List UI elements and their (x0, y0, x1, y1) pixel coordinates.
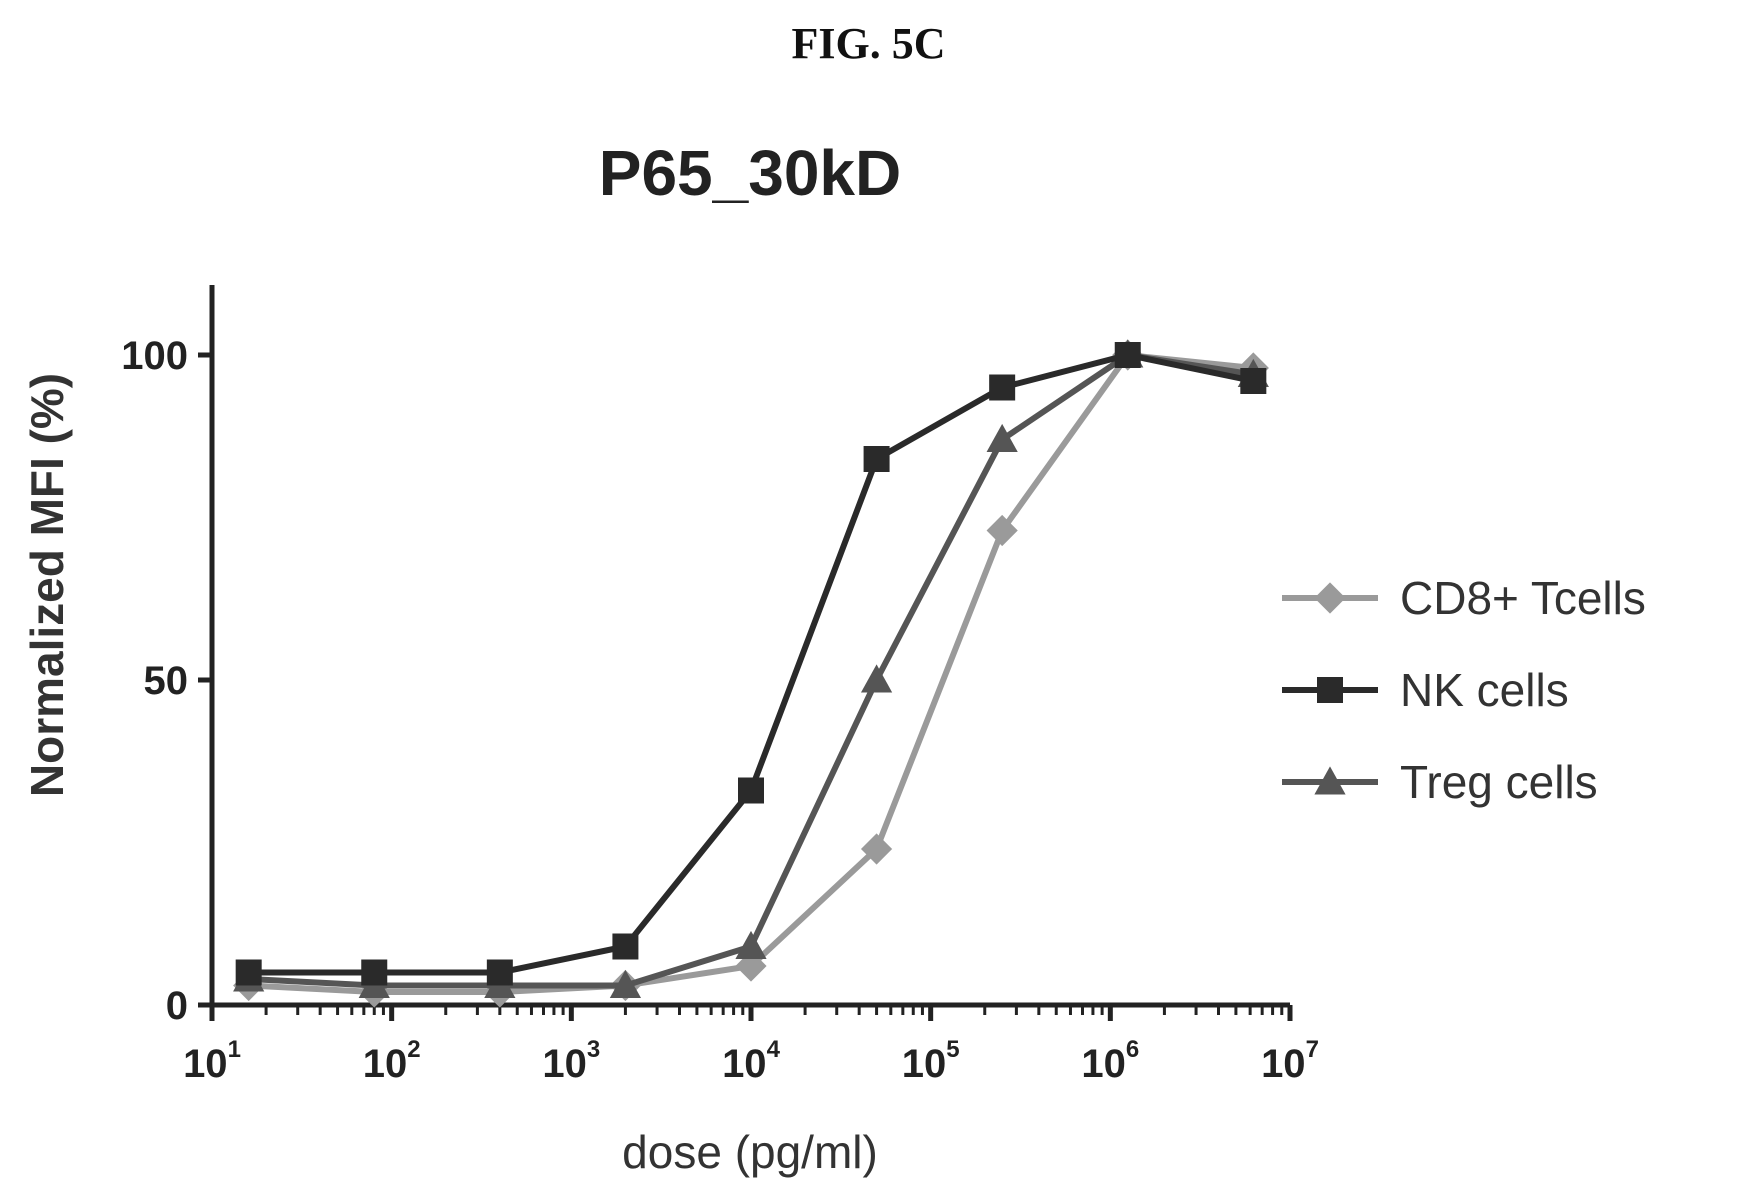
legend-entry: NK cells (1400, 664, 1569, 716)
data-point (863, 446, 890, 472)
x-tick-label: 103 (542, 1036, 600, 1086)
axes: 0 50 100 101 102 103 104 105 106 107 (121, 285, 1319, 1086)
x-tick-label: 101 (183, 1036, 241, 1086)
data-point (860, 664, 893, 693)
data-point (738, 777, 764, 804)
figure-label: FIG. 5C (791, 19, 946, 68)
data-point (361, 959, 388, 986)
series-line (248, 351, 1254, 976)
data-point (609, 969, 642, 998)
legend-marker (1314, 582, 1346, 614)
series-line (248, 351, 1254, 995)
x-tick-label: 105 (902, 1036, 960, 1086)
y-tick-label: 100 (121, 334, 188, 378)
data-point (860, 833, 893, 865)
legend-entry: CD8+ Tcells (1400, 572, 1646, 624)
y-tick-label: 0 (166, 984, 188, 1028)
data-point (486, 959, 513, 986)
chart-title: P65_30kD (599, 137, 901, 209)
series-line (248, 351, 1254, 989)
series-layer (233, 339, 1269, 1008)
legend: CD8+ Tcells NK cells Treg cells (1282, 572, 1646, 808)
x-axis-label: dose (pg/ml) (622, 1126, 878, 1178)
legend-marker (1314, 766, 1346, 795)
x-tick-label: 107 (1261, 1036, 1319, 1086)
x-tick-label: 104 (722, 1036, 781, 1086)
legend-marker (1317, 677, 1343, 703)
legend-entry: Treg cells (1400, 756, 1598, 808)
y-axis-label: Normalized MFI (%) (21, 373, 73, 797)
data-point (989, 374, 1016, 401)
data-point (986, 423, 1018, 452)
data-point (612, 933, 639, 960)
y-tick-label: 50 (144, 659, 189, 703)
data-point (235, 959, 262, 986)
data-point (986, 514, 1018, 547)
x-tick-label: 102 (363, 1036, 421, 1086)
data-point (1114, 342, 1141, 368)
x-tick-label: 106 (1081, 1036, 1139, 1086)
data-point (1240, 368, 1267, 394)
data-point (735, 930, 767, 959)
